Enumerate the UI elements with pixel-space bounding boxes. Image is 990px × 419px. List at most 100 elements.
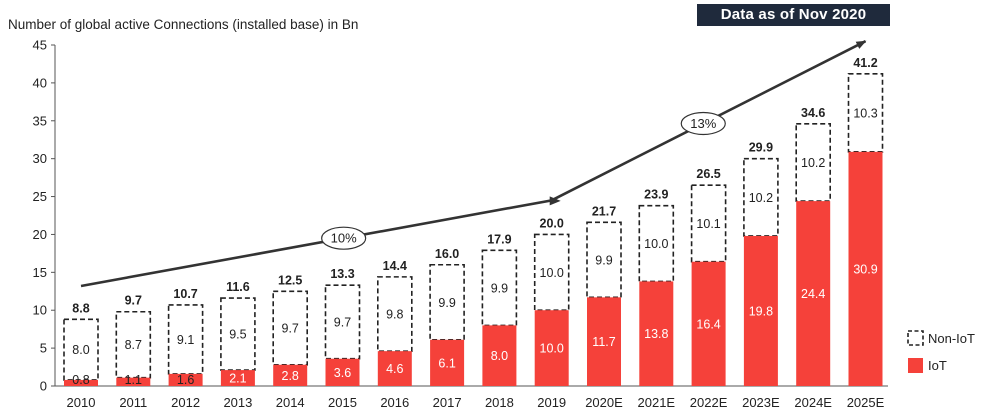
- legend-label-iot: IoT: [928, 358, 947, 373]
- data-label-iot: 4.6: [386, 362, 403, 376]
- data-label-non-iot: 9.8: [386, 308, 403, 322]
- bar-segment-iot: [273, 364, 308, 386]
- bar-segment-non-iot: [795, 123, 832, 202]
- data-label-non-iot: 9.7: [282, 322, 299, 336]
- data-label-iot: 2.1: [229, 372, 246, 386]
- data-label-iot: 16.4: [696, 317, 720, 331]
- data-label-iot: 3.6: [334, 366, 351, 380]
- x-tick-label: 2013: [223, 395, 252, 410]
- bar-segment-iot: [482, 325, 517, 386]
- data-label-non-iot: 10.0: [644, 237, 668, 251]
- data-label-iot: 8.0: [491, 349, 508, 363]
- data-label-total: 41.2: [853, 56, 877, 70]
- y-tick-label: 15: [33, 265, 47, 280]
- x-tick-label: 2011: [119, 395, 147, 410]
- bar-segment-iot: [691, 261, 726, 386]
- bar-segment-non-iot: [586, 221, 622, 299]
- data-label-non-iot: 10.2: [801, 156, 825, 170]
- data-label-total: 17.9: [487, 232, 511, 246]
- bar-segment-non-iot: [743, 157, 779, 237]
- bar-segment-non-iot: [115, 310, 152, 379]
- data-label-non-iot: 9.5: [229, 328, 246, 342]
- bar-segment-non-iot: [63, 318, 99, 381]
- bar-segment-non-iot: [272, 290, 309, 366]
- data-label-iot: 24.4: [801, 287, 825, 301]
- cagr-label-2010-2019: 10%: [331, 231, 357, 246]
- data-label-iot: 6.1: [438, 356, 455, 370]
- bar-segment-iot: [377, 351, 412, 386]
- bar-segment-non-iot: [376, 276, 413, 352]
- legend-swatch-iot: [908, 358, 923, 373]
- bar-segment-non-iot: [533, 233, 570, 312]
- data-label-non-iot: 9.9: [491, 281, 508, 295]
- data-label-non-iot: 9.9: [438, 296, 455, 310]
- data-label-total: 10.7: [173, 287, 197, 301]
- cagr-label-2010-2019-oval: [321, 226, 367, 250]
- legend-label-non-iot: Non-IoT: [928, 331, 975, 346]
- x-tick-label: 2016: [380, 395, 409, 410]
- x-tick-label: 2023E: [742, 395, 780, 410]
- cagr-label-2019-2025: 13%: [690, 116, 716, 131]
- bar-segment-non-iot: [638, 204, 675, 283]
- x-tick-label: 2021E: [638, 395, 676, 410]
- bar-segment-non-iot: [847, 72, 884, 153]
- y-tick-label: 5: [40, 341, 47, 356]
- cagr-mid-arrowhead: [549, 196, 561, 206]
- x-tick-label: 2012: [171, 395, 200, 410]
- data-label-iot: 30.9: [853, 262, 877, 276]
- bar-segment-iot: [116, 377, 151, 386]
- cagr-label-2019-2025-oval: [680, 111, 726, 136]
- bar-segment-iot: [743, 235, 778, 386]
- bar-segment-iot: [796, 201, 831, 386]
- data-label-total: 8.8: [72, 301, 89, 315]
- data-label-iot: 19.8: [749, 304, 773, 318]
- data-label-total: 29.9: [749, 141, 773, 155]
- data-label-iot: 11.7: [592, 335, 615, 349]
- data-label-non-iot: 8.7: [125, 338, 142, 352]
- y-tick-label: 20: [33, 227, 47, 242]
- y-tick-label: 45: [33, 38, 47, 53]
- bar-segment-iot: [220, 370, 255, 386]
- bar-segment-iot: [639, 281, 674, 386]
- bar-segment-non-iot: [429, 263, 465, 341]
- y-tick-label: 40: [33, 75, 47, 90]
- data-label-non-iot: 10.1: [696, 217, 720, 231]
- data-label-total: 12.5: [278, 273, 302, 287]
- data-label-total: 14.4: [383, 259, 407, 273]
- bar-segment-non-iot: [167, 304, 204, 375]
- data-label-total: 21.7: [592, 204, 616, 218]
- data-label-non-iot: 9.7: [334, 315, 351, 329]
- bar-segment-iot: [430, 339, 465, 386]
- data-label-iot: 0.8: [72, 373, 89, 387]
- bar-segment-iot: [64, 379, 98, 386]
- bar-segment-iot: [534, 310, 569, 386]
- x-tick-label: 2015: [328, 395, 357, 410]
- data-label-iot: 13.8: [644, 327, 668, 341]
- bar-segment-non-iot: [690, 184, 727, 263]
- data-label-non-iot: 8.0: [72, 343, 89, 357]
- x-tick-label: 2018: [485, 395, 514, 410]
- y-tick-label: 25: [33, 189, 47, 204]
- data-label-total: 9.7: [125, 294, 142, 308]
- x-tick-label: 2010: [67, 395, 96, 410]
- x-tick-label: 2022E: [690, 395, 728, 410]
- bar-segment-iot: [848, 151, 883, 386]
- y-tick-label: 30: [33, 151, 47, 166]
- data-label-non-iot: 10.0: [540, 266, 564, 280]
- data-label-iot: 2.8: [282, 369, 299, 383]
- data-label-total: 26.5: [696, 167, 720, 181]
- x-tick-label: 2025E: [847, 395, 885, 410]
- data-label-total: 16.0: [435, 247, 459, 261]
- y-tick-label: 10: [33, 303, 47, 318]
- data-label-total: 13.3: [330, 267, 354, 281]
- data-date-badge: Data as of Nov 2020: [697, 4, 890, 26]
- bar-segment-iot: [325, 358, 360, 386]
- data-label-non-iot: 9.1: [177, 333, 194, 347]
- x-tick-label: 2017: [433, 395, 462, 410]
- bar-segment-non-iot: [481, 249, 518, 327]
- data-label-iot: 1.6: [177, 373, 194, 387]
- data-label-non-iot: 10.3: [853, 106, 877, 120]
- data-label-non-iot: 9.9: [595, 253, 612, 267]
- y-tick-label: 0: [40, 379, 47, 394]
